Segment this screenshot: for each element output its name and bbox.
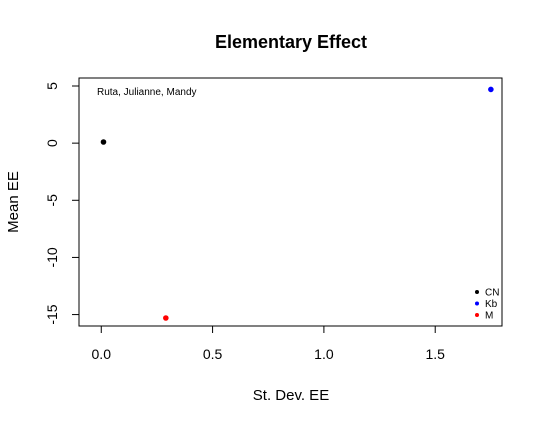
- x-axis-label: St. Dev. EE: [253, 387, 329, 404]
- x-tick-label: 1.0: [314, 346, 334, 362]
- x-tick-label: 0.0: [92, 346, 112, 362]
- y-tick-label: -15: [44, 304, 60, 324]
- y-tick-label: 5: [44, 82, 60, 90]
- data-point-cn: [100, 139, 107, 145]
- legend-label-m: M: [485, 311, 493, 322]
- chart-annotation: Ruta, Julianne, Mandy: [97, 87, 197, 98]
- y-tick-label: -5: [44, 194, 60, 207]
- data-points: [100, 86, 494, 321]
- x-tick-label: 1.5: [425, 346, 445, 362]
- plot-frame: [78, 77, 503, 327]
- chart-title: Elementary Effect: [215, 32, 367, 52]
- x-tick-label: 0.5: [203, 346, 223, 362]
- legend-label-cn: CN: [485, 288, 499, 299]
- legend-label-kb: Kb: [485, 299, 498, 310]
- legend-marker-kb: [475, 301, 479, 306]
- y-tick-label: 0: [44, 139, 60, 147]
- legend-marker-m: [475, 313, 479, 317]
- y-axis: -15 -10 -5 0 5: [44, 82, 80, 325]
- y-tick-label: -10: [44, 247, 60, 267]
- x-axis: 0.0 0.5 1.0 1.5: [92, 325, 445, 362]
- data-point-m: [163, 315, 169, 321]
- legend-marker-cn: [475, 290, 479, 294]
- data-point-kb: [488, 86, 494, 93]
- y-axis-label: Mean EE: [5, 171, 22, 233]
